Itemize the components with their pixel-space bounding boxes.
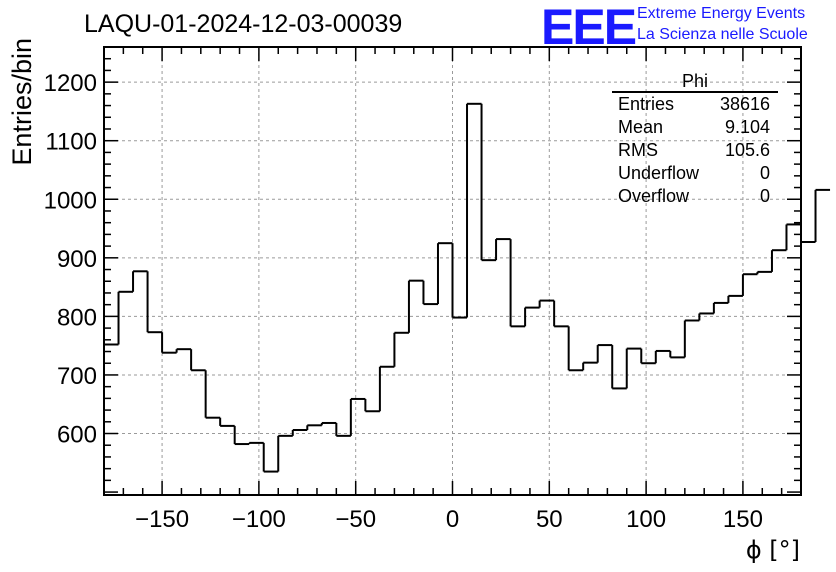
x-tick-label: 150 bbox=[723, 506, 763, 533]
x-tick-label: −50 bbox=[335, 506, 376, 533]
x-tick-label: −150 bbox=[135, 506, 189, 533]
stats-value: 0 bbox=[759, 163, 770, 183]
stats-label: RMS bbox=[618, 140, 658, 160]
stats-label: Entries bbox=[618, 94, 675, 114]
chart-title: LAQU-01-2024-12-03-00039 bbox=[84, 10, 403, 38]
stats-value: 9.104 bbox=[724, 117, 770, 137]
stats-value: 0 bbox=[759, 186, 770, 206]
y-tick-label: 800 bbox=[57, 304, 97, 331]
stats-row-overflow: Overflow 0 bbox=[618, 186, 770, 209]
stats-value: 38616 bbox=[719, 94, 770, 114]
y-tick-label: 1100 bbox=[45, 129, 97, 156]
y-tick-label: 1000 bbox=[44, 187, 97, 214]
stats-row-rms: RMS 105.6 bbox=[618, 140, 770, 163]
logo-line-2: La Scienza nelle Scuole bbox=[637, 26, 808, 43]
x-tick-label: 100 bbox=[626, 506, 666, 533]
stats-row-entries: Entries 38616 bbox=[618, 94, 770, 117]
y-axis-label: Entries/bin bbox=[7, 38, 37, 166]
stats-title: Phi bbox=[681, 71, 708, 91]
stats-divider bbox=[612, 91, 778, 93]
stats-label: Mean bbox=[618, 117, 664, 137]
stats-row-underflow: Underflow 0 bbox=[618, 163, 770, 186]
x-axis-label: ϕ [°] bbox=[746, 536, 800, 564]
x-tick-label: 0 bbox=[446, 506, 459, 533]
y-tick-label: 1200 bbox=[44, 70, 97, 97]
logo-line-1: Extreme Energy Events bbox=[637, 5, 806, 22]
y-tick-label: 900 bbox=[57, 246, 97, 273]
x-tick-label: −100 bbox=[232, 506, 286, 533]
stats-label: Overflow bbox=[618, 186, 690, 206]
stats-row-mean: Mean 9.104 bbox=[618, 117, 770, 140]
y-tick-label: 700 bbox=[57, 363, 97, 390]
eee-logo: EEE bbox=[541, 0, 637, 55]
histogram-series bbox=[104, 102, 831, 473]
stats-value: 105.6 bbox=[724, 140, 770, 160]
axes: −150 −100 −50 0 50 100 150 600 700 800 900 1000 1100… bbox=[7, 38, 802, 564]
stats-box: Phi Entries 38616 Mean 9.104 RMS 105.6 U… bbox=[612, 71, 778, 211]
x-tick-label: 50 bbox=[536, 506, 563, 533]
y-tick-label: 600 bbox=[57, 422, 97, 449]
stats-label: Underflow bbox=[618, 163, 700, 183]
